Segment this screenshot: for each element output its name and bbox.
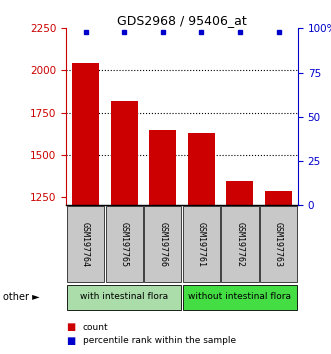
- Bar: [149, 130, 176, 205]
- FancyBboxPatch shape: [183, 206, 220, 282]
- Text: count: count: [83, 323, 108, 332]
- Text: ■: ■: [66, 336, 75, 346]
- FancyBboxPatch shape: [260, 206, 297, 282]
- Text: GSM197761: GSM197761: [197, 222, 206, 267]
- Bar: [265, 191, 292, 205]
- FancyBboxPatch shape: [106, 206, 143, 282]
- FancyBboxPatch shape: [67, 285, 181, 310]
- Bar: [226, 181, 254, 205]
- Text: with intestinal flora: with intestinal flora: [80, 292, 168, 301]
- Text: other ►: other ►: [3, 292, 40, 302]
- FancyBboxPatch shape: [221, 206, 259, 282]
- Text: GSM197765: GSM197765: [119, 222, 129, 267]
- FancyBboxPatch shape: [183, 285, 297, 310]
- FancyBboxPatch shape: [67, 206, 104, 282]
- Text: GSM197763: GSM197763: [274, 222, 283, 267]
- Bar: [188, 133, 215, 205]
- FancyBboxPatch shape: [144, 206, 181, 282]
- Text: GSM197764: GSM197764: [81, 222, 90, 267]
- Text: GSM197762: GSM197762: [235, 222, 245, 267]
- Text: GSM197766: GSM197766: [158, 222, 167, 267]
- Text: ■: ■: [66, 322, 75, 332]
- Text: without intestinal flora: without intestinal flora: [188, 292, 292, 301]
- Bar: [111, 101, 138, 205]
- Text: percentile rank within the sample: percentile rank within the sample: [83, 336, 236, 345]
- Title: GDS2968 / 95406_at: GDS2968 / 95406_at: [117, 14, 247, 27]
- Bar: [72, 63, 99, 205]
